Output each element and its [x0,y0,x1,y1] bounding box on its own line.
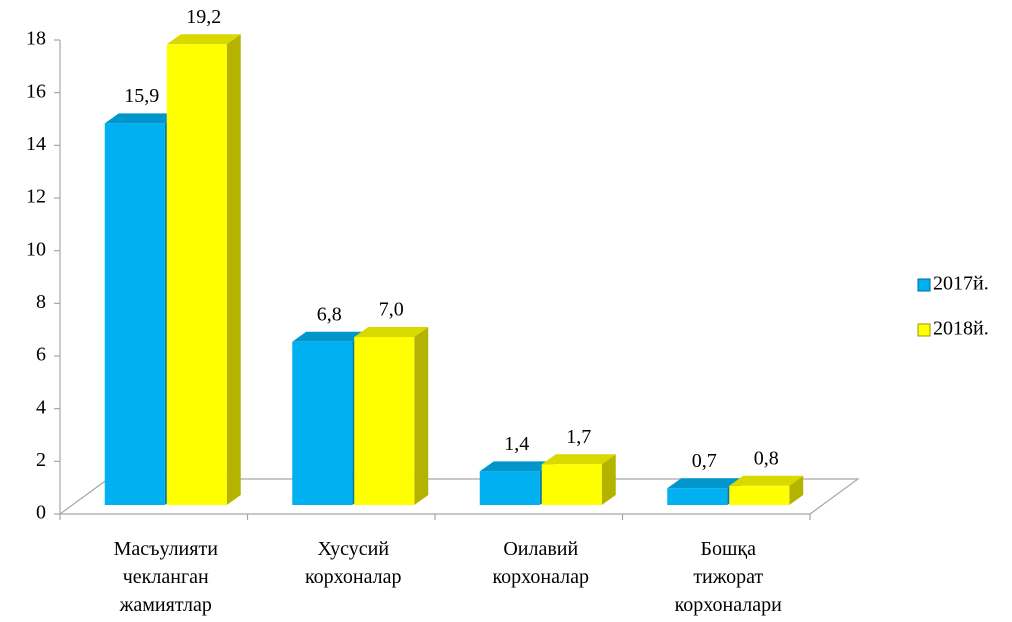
legend-label: 2018й. [933,318,989,340]
bar-top [729,475,804,486]
y-tick-label: 0 [36,502,46,524]
value-label: 19,2 [186,6,221,28]
value-label: 0,7 [692,450,717,472]
bar-top [166,34,241,45]
y-tick-label: 6 [36,344,46,366]
bar [729,475,804,505]
bar-top [541,454,616,465]
y-tick-label: 16 [26,80,46,102]
legend-swatch [917,278,931,292]
legend-label: 2017й. [933,273,989,295]
value-label: 1,7 [566,426,591,448]
bar-side [414,327,429,505]
value-label: 15,9 [124,85,159,107]
bar [541,454,616,505]
bar-front [729,485,790,505]
bar-front [541,464,602,505]
y-tick-label: 18 [26,28,46,50]
bar [166,34,241,505]
bar-front [479,471,540,505]
y-tick-label: 2 [36,449,46,471]
y-tick-label: 12 [26,186,46,208]
legend-swatch [917,323,931,337]
bar-front [166,44,227,505]
value-label: 7,0 [379,299,404,321]
bar-top [667,478,742,489]
bar-front [667,488,728,505]
y-tick-label: 8 [36,291,46,313]
bar-top [104,113,179,124]
bar-side [601,454,616,505]
y-tick-label: 14 [26,133,46,155]
bar-front [104,123,165,506]
bar [354,327,429,505]
floor [58,478,860,515]
bar-top [479,461,554,472]
bar-side [226,34,241,505]
bar-side [789,475,804,505]
value-label: 0,8 [754,447,779,469]
y-tick-label: 4 [36,396,46,418]
x-tick-label: Бошқа тижорат корхоналари [675,538,783,616]
value-label: 6,8 [317,303,342,325]
x-tick-label: Оилавий корхоналар [492,538,589,588]
value-label: 1,4 [504,433,529,455]
y-tick-label: 10 [26,238,46,260]
x-tick-label: Масъулияти чекланган жамиятлар [114,538,219,616]
bar-top [354,327,429,337]
x-tick-label: Хусусий корхоналар [305,538,402,588]
bar-front [354,337,415,505]
bar-front [292,341,353,505]
bar-top [292,331,367,342]
bar [479,461,554,505]
